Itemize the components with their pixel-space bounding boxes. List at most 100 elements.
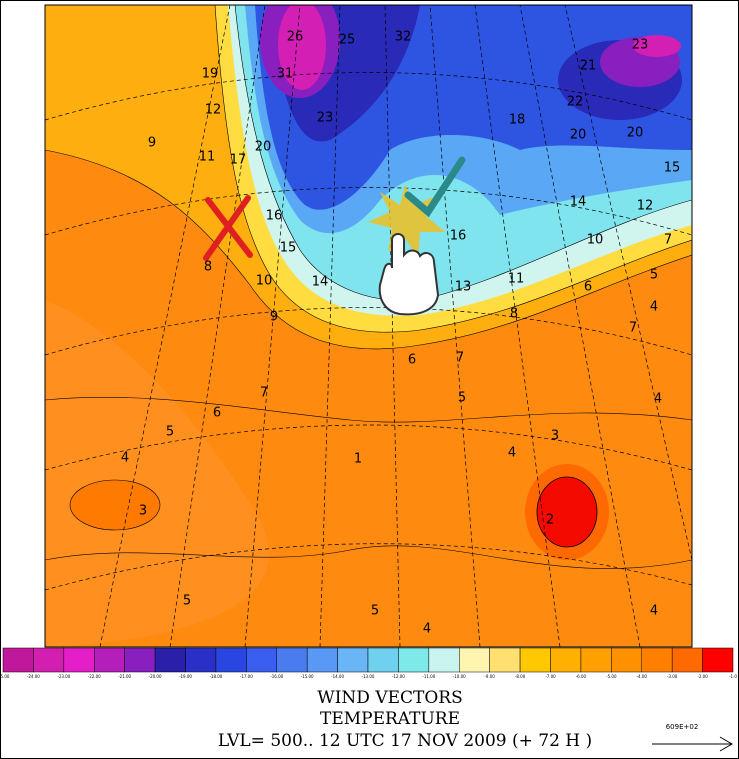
contour-label: 15 (664, 161, 681, 176)
colorbar-label: -19.00 (179, 674, 192, 679)
colorbar-label: -10.00 (453, 674, 466, 679)
colorbar-swatch (641, 647, 673, 673)
colorbar-swatch (2, 647, 34, 673)
colorbar-label: -12.00 (392, 674, 405, 679)
contour-label: 4 (650, 604, 658, 619)
colorbar-swatch (671, 647, 703, 673)
contour-label: 3 (139, 504, 147, 519)
colorbar-label: -2.00 (697, 674, 708, 679)
colorbar-label: -15.00 (301, 674, 314, 679)
colorbar-swatch (185, 647, 217, 673)
contour-label: 18 (509, 113, 526, 128)
cross-icon (203, 195, 253, 261)
warm-field (45, 300, 269, 647)
contour-label: 25 (339, 33, 356, 48)
colorbar-label: -24.00 (27, 674, 40, 679)
colorbar-swatch (33, 647, 65, 673)
colorbar-swatch (306, 647, 338, 673)
contour-label: 5 (371, 604, 379, 619)
colorbar-swatch (94, 647, 125, 673)
caption-level: LVL= 500.. 12 UTC 17 NOV 2009 (+ 72 H ) (218, 731, 592, 751)
contour-label: 10 (256, 274, 273, 289)
colorbar-label: -21.00 (118, 674, 131, 679)
contour-label: 7 (456, 351, 464, 366)
contour-label: 7 (629, 321, 637, 336)
colorbar-label: -11.00 (422, 674, 435, 679)
temperature-band (278, 5, 326, 90)
colorbar-label: -3.00 (667, 674, 678, 679)
check-icon (404, 156, 466, 218)
contour-label: 9 (148, 136, 156, 151)
contour-label: 15 (280, 241, 297, 256)
contour-label: 4 (654, 392, 662, 407)
contour-label: 32 (395, 30, 412, 45)
contour-label: 7 (664, 233, 672, 248)
colorbar-swatch (337, 647, 369, 673)
contour-label: 14 (570, 195, 587, 210)
contour-label: 5 (183, 594, 191, 609)
graticule (45, 5, 692, 647)
colorbar-label: -4.00 (637, 674, 648, 679)
contour-label: 4 (121, 451, 129, 466)
contour-label: 19 (202, 67, 219, 82)
colorbar-label: -20.00 (149, 674, 162, 679)
colorbar-label: -6.00 (576, 674, 587, 679)
colorbar-swatch (276, 647, 308, 673)
caption-title: WIND VECTORS (317, 688, 463, 708)
contour-label: 6 (213, 406, 221, 421)
contour-label: 12 (637, 199, 654, 214)
colorbar-label: -7.00 (545, 674, 556, 679)
temperature-band (536, 476, 598, 548)
temperature-band (69, 479, 161, 531)
colorbar-swatch (519, 647, 551, 673)
burst-icon (368, 185, 445, 258)
colorbar-swatch (428, 647, 460, 673)
contour-label: 7 (260, 386, 268, 401)
colorbar-label: -5.00 (606, 674, 617, 679)
temperature-band (633, 35, 681, 57)
colorbar-swatch (489, 647, 521, 673)
colorbar-swatch (550, 647, 582, 673)
contour-label: 14 (312, 275, 329, 290)
contour-label: 5 (458, 391, 466, 406)
colorbar-label: -9.00 (484, 674, 495, 679)
colorbar-swatch (580, 647, 612, 673)
colorbar-label: -14.00 (331, 674, 344, 679)
contour-label: 6 (408, 353, 416, 368)
vector-scale-arrow (652, 736, 733, 752)
annotation-icons (203, 156, 466, 316)
contour-label: 13 (455, 280, 472, 295)
colorbar-swatch (611, 647, 642, 673)
colorbar-swatch (398, 647, 430, 673)
contour-label: 26 (287, 30, 304, 45)
contour-label: 17 (230, 153, 247, 168)
caption-subtitle: TEMPERATURE (320, 709, 460, 729)
contour-label: 4 (508, 446, 516, 461)
colorbar-swatch (367, 647, 399, 673)
contour-label: 4 (650, 300, 658, 315)
colorbar-label: -23.00 (57, 674, 70, 679)
contour-label: 20 (570, 128, 587, 143)
contour-label: 11 (199, 150, 216, 165)
colorbar-label: -13.00 (362, 674, 375, 679)
contour-label: 1 (354, 452, 362, 467)
vector-scale-label: 609E+02 (666, 723, 699, 731)
colorbar-swatch (63, 647, 95, 673)
contour-label: 16 (266, 209, 283, 224)
colorbar: -25.00 -24.00 -23.00 -22.00 -21.00 -20.00 -19.… (0, 647, 737, 679)
contour-label: 23 (632, 38, 649, 53)
contour-label: 8 (204, 260, 212, 275)
contour-label: 21 (580, 59, 597, 74)
contour-label: 20 (627, 126, 644, 141)
contour-label: 10 (587, 233, 604, 248)
colorbar-swatch (459, 647, 490, 673)
colorbar-swatch (215, 647, 247, 673)
contour-label: 23 (317, 111, 334, 126)
colorbar-label: -16.00 (270, 674, 283, 679)
colorbar-swatch (124, 647, 156, 673)
colorbar-label: -18.00 (209, 674, 222, 679)
map-border (44, 4, 693, 648)
contour-label: 5 (650, 268, 658, 283)
